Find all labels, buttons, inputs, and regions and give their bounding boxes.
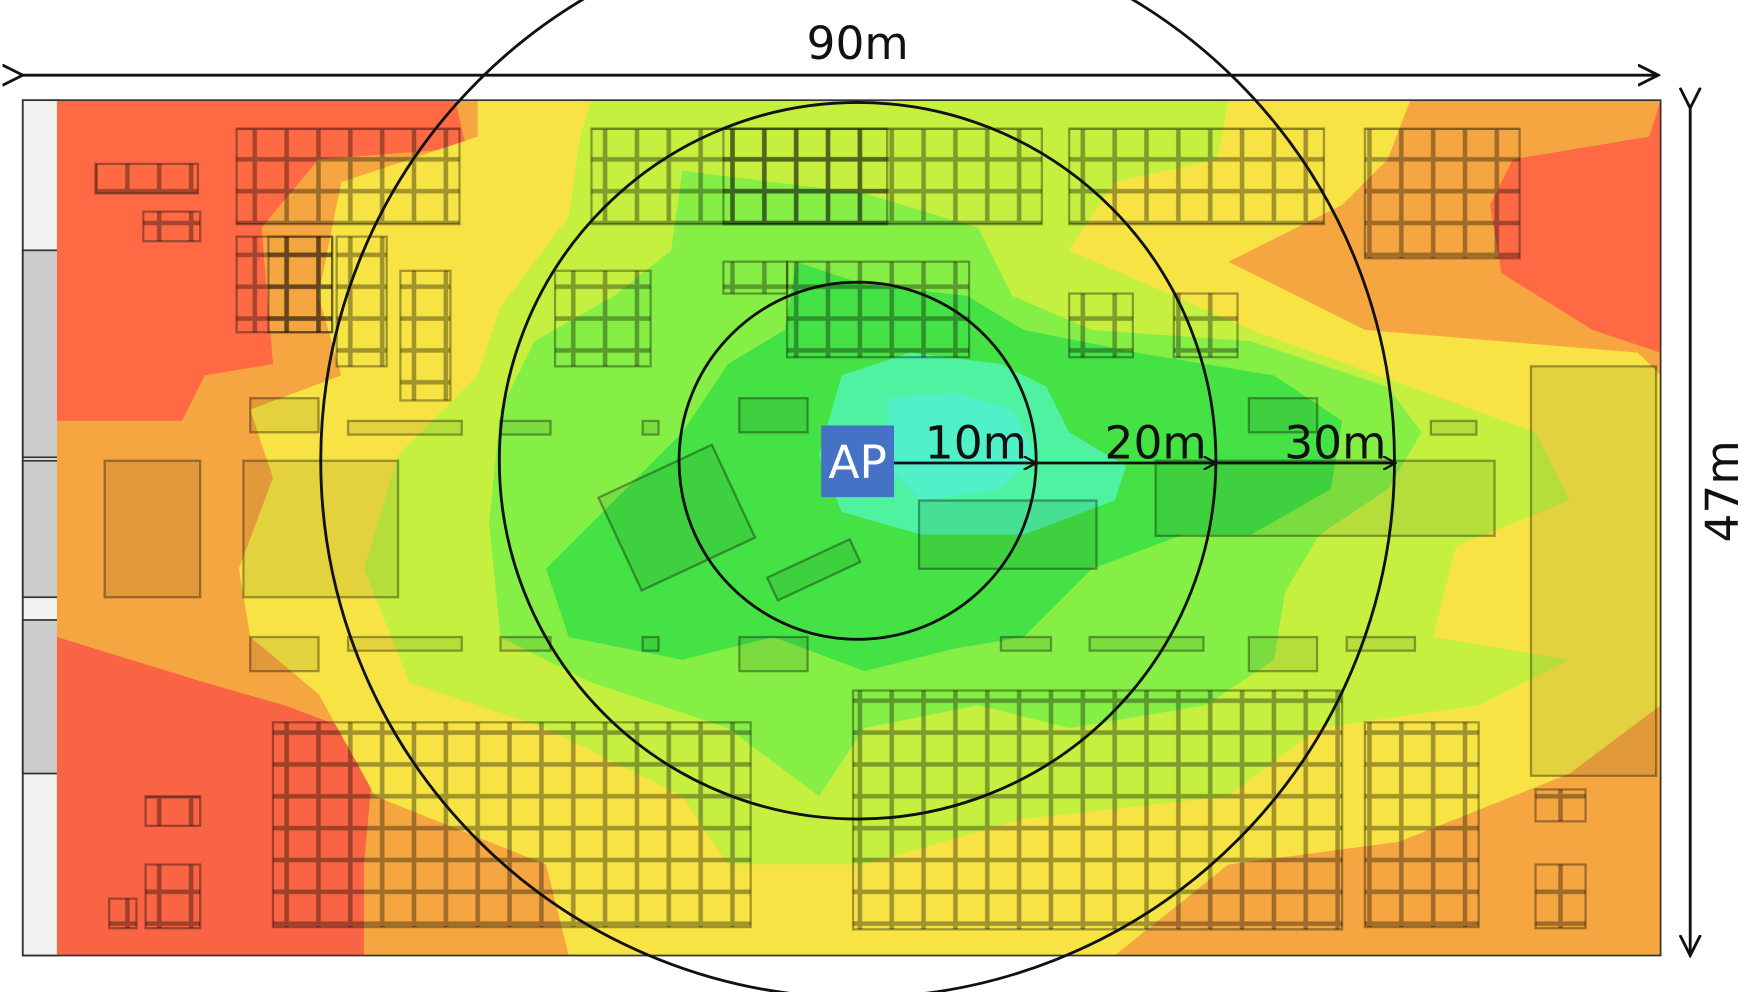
side-strip	[21, 99, 60, 957]
ring-label: 10m	[925, 416, 1027, 469]
ring-label: 20m	[1105, 416, 1207, 469]
structures	[103, 365, 1658, 777]
ring-label: 30m	[1284, 416, 1386, 469]
floor-outline	[21, 99, 1662, 957]
width-label: 90m	[807, 17, 909, 70]
height-label: 47m	[1696, 440, 1749, 542]
access-point	[821, 425, 895, 498]
ap-label: AP	[828, 436, 887, 489]
